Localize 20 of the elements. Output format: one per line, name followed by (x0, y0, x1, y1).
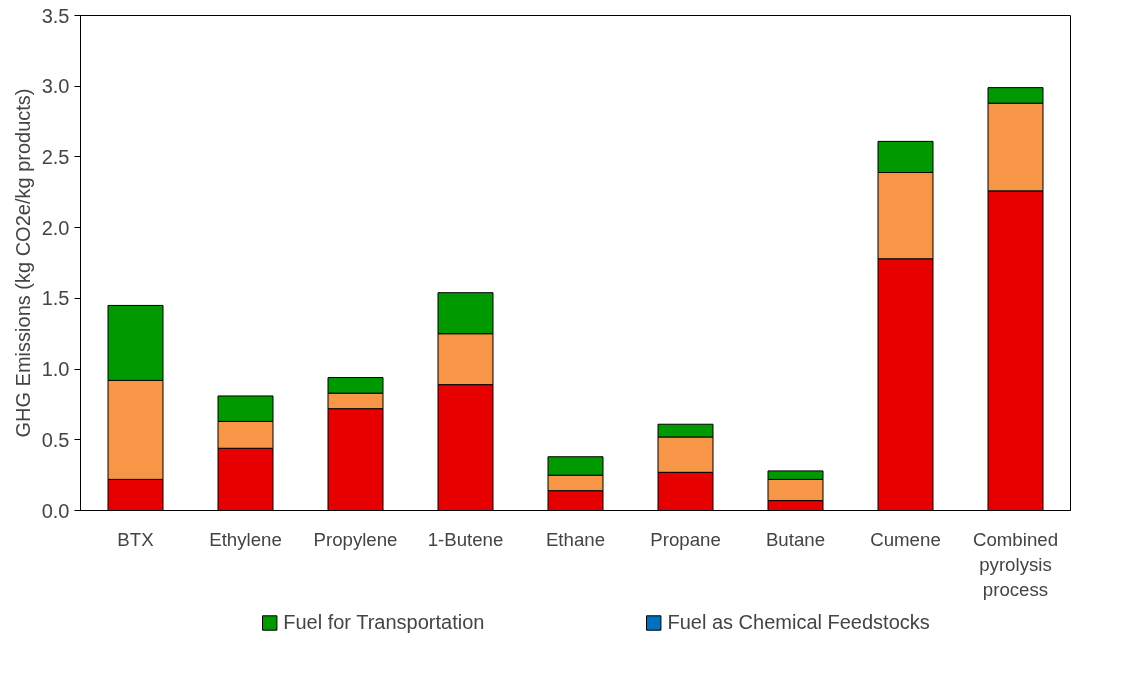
y-tick-label: 0.5 (41, 428, 70, 451)
y-axis-title: GHG Emissions (kg CO2e/kg products) (11, 88, 34, 438)
x-tick-label: 1-Butene (427, 528, 504, 550)
x-tick-label: Propane (650, 528, 721, 550)
y-tick-label: 0.0 (41, 499, 70, 522)
x-tick-label: Propylene (313, 528, 398, 550)
x-tick-label: Butane (765, 528, 826, 550)
y-tick-label: 1.5 (41, 287, 70, 310)
x-tick-label: Cumene (870, 528, 941, 550)
x-tick-label: BTX (117, 528, 155, 550)
y-tick-label: 2.5 (41, 145, 70, 168)
y-tick-label: 1.0 (41, 358, 70, 381)
x-tick-label: Combined pyrolysis process (972, 528, 1059, 600)
legend-label: Fuel for Transportation (283, 610, 485, 634)
legend-label: Fuel as Chemical Feedstocks (667, 610, 930, 634)
y-tick-label: 3.0 (41, 75, 70, 98)
y-tick-label: 3.5 (41, 4, 70, 27)
y-tick-label: 2.0 (41, 216, 70, 239)
x-tick-label: Ethylene (209, 528, 282, 550)
x-tick-label: Ethane (545, 528, 606, 550)
